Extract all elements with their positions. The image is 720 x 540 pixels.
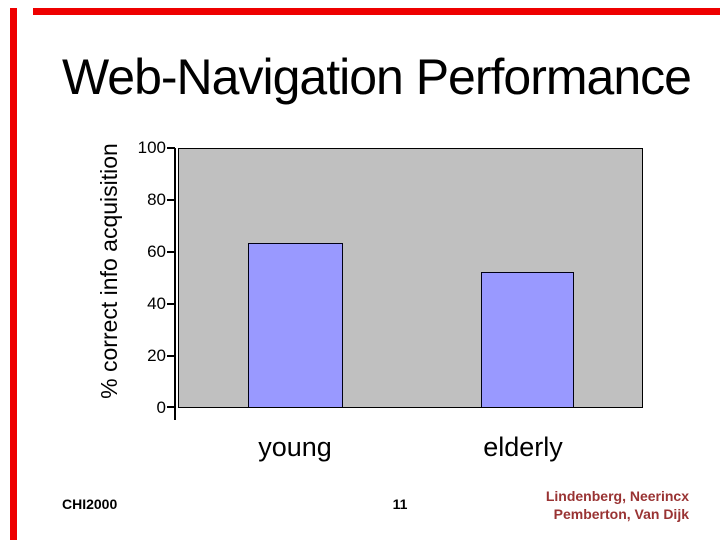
- footer-authors-line2: Pemberton, Van Dijk: [553, 506, 689, 522]
- y-tick-label-0: 0: [156, 398, 166, 417]
- y-tick-mark: [167, 199, 175, 201]
- page-number: 11: [392, 496, 408, 512]
- category-label-young: young: [258, 432, 332, 462]
- y-tick-label-60: 60: [147, 242, 166, 261]
- y-tick-mark: [167, 406, 175, 408]
- y-tick-label-100: 100: [137, 138, 166, 157]
- slide-title: Web-Navigation Performance: [62, 49, 692, 105]
- y-tick-label-40: 40: [147, 294, 166, 313]
- bar-young: [248, 243, 343, 407]
- bar-elderly: [481, 272, 574, 407]
- plot-area: [178, 148, 643, 408]
- y-axis-line: [174, 148, 176, 420]
- y-tick-mark: [167, 147, 175, 149]
- y-tick-mark: [167, 303, 175, 305]
- y-tick-mark: [167, 355, 175, 357]
- y-tick-label-20: 20: [147, 346, 166, 365]
- y-tick-label-80: 80: [147, 190, 166, 209]
- footer-authors: Lindenberg, Neerincx Pemberton, Van Dijk: [546, 487, 689, 523]
- y-tick-mark: [167, 251, 175, 253]
- red-accent-bar-left: [10, 8, 17, 540]
- red-accent-bar-top: [33, 8, 720, 15]
- footer-conference: CHI2000: [62, 496, 118, 512]
- y-axis-label: % correct info acquisition: [96, 143, 122, 399]
- category-label-elderly: elderly: [483, 432, 563, 462]
- footer-authors-line1: Lindenberg, Neerincx: [545, 488, 689, 504]
